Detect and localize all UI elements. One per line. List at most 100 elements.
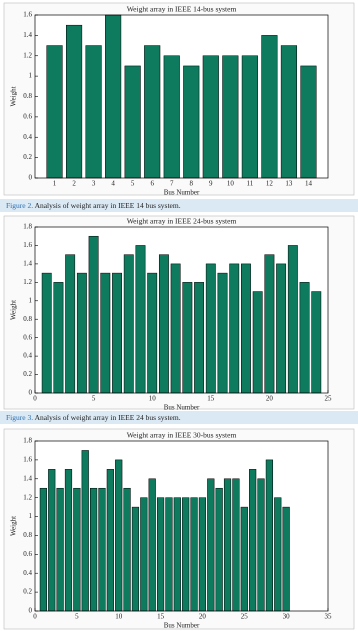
chart: Weight array in IEEE 14-bus system Bus Nu… — [3, 2, 355, 197]
x-tick-label: 25 — [325, 395, 333, 403]
bar — [147, 272, 158, 394]
y-tick-label: 0.4 — [23, 352, 32, 360]
bar — [46, 45, 63, 179]
bar — [123, 254, 134, 394]
x-tick-label: 30 — [283, 613, 291, 621]
bar — [257, 478, 265, 612]
bar — [265, 459, 273, 612]
x-tick-label: 10 — [227, 180, 235, 188]
y-tick-label: 0 — [29, 389, 33, 397]
y-tick-label: 1.6 — [23, 11, 32, 19]
x-tick-label: 0 — [33, 395, 37, 403]
bar — [48, 469, 56, 612]
y-tick-label: 1 — [29, 72, 33, 80]
bar — [229, 263, 240, 394]
y-tick-label: 1.8 — [23, 223, 32, 231]
y-tick-label: 1.4 — [23, 259, 32, 267]
plot-frame — [34, 226, 329, 394]
x-tick-label: 4 — [111, 180, 115, 188]
bar — [100, 272, 111, 394]
x-tick-label: 5 — [92, 395, 96, 403]
caption-text: Analysis of weight array in IEEE 24 bus … — [35, 413, 181, 422]
y-tick-label: 1.2 — [23, 51, 32, 59]
y-tick-label: 1.2 — [23, 278, 32, 286]
bar — [217, 272, 228, 394]
caption: Figure 2. Analysis of weight array in IE… — [6, 201, 181, 210]
x-tick-label: 9 — [209, 180, 213, 188]
chart-title: Weight array in IEEE 14-bus system — [127, 5, 237, 14]
plot-frame — [34, 14, 329, 179]
bar — [158, 254, 169, 394]
bar — [282, 506, 290, 612]
x-tick-label: 1 — [53, 180, 57, 188]
bar — [41, 272, 52, 394]
chart: Weight array in IEEE 24-bus system Bus Nu… — [3, 215, 355, 412]
bar — [222, 55, 239, 179]
bar — [198, 497, 207, 612]
bar — [148, 478, 156, 612]
x-tick-label: 25 — [241, 613, 249, 621]
bar — [252, 291, 263, 394]
y-tick-label: 0.2 — [23, 153, 32, 161]
bar — [144, 45, 161, 179]
y-tick-label: 0.6 — [23, 333, 32, 341]
bar — [53, 282, 64, 394]
y-axis-label: Weight — [10, 86, 18, 106]
x-tick-label: 0 — [33, 613, 37, 621]
bar — [311, 291, 322, 394]
x-tick-label: 13 — [285, 180, 293, 188]
bar — [165, 497, 173, 612]
bar — [276, 263, 287, 394]
bar — [131, 506, 140, 612]
caption-bar — [0, 199, 358, 212]
bar — [232, 478, 240, 612]
bar — [205, 263, 216, 394]
y-tick-label: 0.8 — [23, 315, 32, 323]
x-tick-label: 10 — [149, 395, 157, 403]
y-tick-label: 0.8 — [23, 92, 32, 100]
bar — [88, 235, 99, 394]
bar — [123, 487, 131, 612]
bar — [81, 450, 89, 612]
bar — [64, 469, 73, 612]
plot-frame — [34, 440, 329, 612]
bar — [156, 497, 165, 612]
bar — [76, 272, 87, 394]
bar — [98, 487, 106, 612]
y-tick-label: 0.6 — [23, 112, 32, 120]
y-tick-label: 1.4 — [23, 31, 32, 39]
bar — [106, 469, 114, 612]
bar — [287, 245, 298, 394]
x-tick-label: 10 — [115, 613, 123, 621]
chart: Weight array in IEEE 30-bus system Bus Nu… — [3, 428, 355, 630]
y-tick-label: 0.8 — [23, 531, 32, 539]
x-tick-label: 3 — [92, 180, 96, 188]
bar — [215, 487, 223, 612]
x-tick-label: 15 — [207, 395, 215, 403]
bar — [135, 245, 146, 394]
bar — [173, 497, 181, 612]
x-tick-label: 20 — [266, 395, 274, 403]
x-tick-label: 14 — [305, 180, 313, 188]
x-tick-label: 15 — [157, 613, 165, 621]
x-axis-label: Bus Number — [164, 189, 200, 197]
caption-label: Figure 2. — [6, 201, 33, 210]
bar — [115, 459, 123, 612]
bar — [66, 24, 83, 179]
x-tick-label: 5 — [75, 613, 79, 621]
bar — [170, 263, 181, 394]
x-tick-label: 7 — [170, 180, 174, 188]
bar — [112, 272, 122, 394]
bar — [249, 469, 257, 612]
y-tick-label: 1.6 — [23, 455, 32, 463]
bar — [85, 45, 102, 179]
x-axis-label: Bus Number — [164, 622, 200, 630]
plot-area — [35, 15, 328, 178]
y-tick-label: 0.6 — [23, 550, 32, 558]
x-axis-label: Bus Number — [164, 404, 200, 412]
y-tick-label: 0 — [29, 174, 33, 182]
bar — [190, 497, 198, 612]
bar — [163, 55, 180, 179]
y-tick-label: 1.2 — [23, 493, 32, 501]
